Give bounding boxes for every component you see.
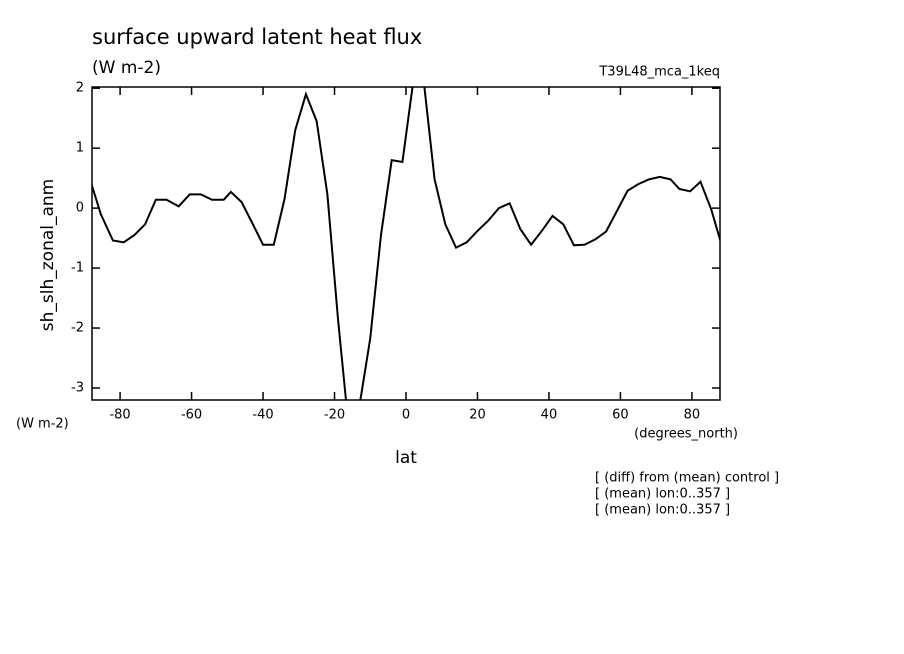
chart-title: surface upward latent heat flux	[92, 25, 422, 49]
run-label: T39L48_mca_1keq	[598, 65, 720, 80]
x-tick-label: -20	[324, 408, 345, 423]
y-units: (W m-2)	[16, 417, 69, 432]
y-tick-label: -1	[71, 261, 84, 276]
note: [ (mean) lon:0..357 ]	[595, 503, 730, 518]
x-tick-label: -60	[181, 408, 202, 423]
data-line	[92, 87, 720, 400]
x-units: (degrees_north)	[634, 427, 738, 442]
x-tick-label: 60	[612, 408, 629, 423]
x-axis-label: lat	[395, 448, 417, 468]
x-tick-label: 40	[541, 408, 558, 423]
y-tick-label: -2	[71, 321, 84, 336]
x-tick-label: 20	[469, 408, 486, 423]
y-axis-label: sh_slh_zonal_anm	[38, 179, 58, 331]
subtitle: (W m-2)	[92, 58, 161, 78]
y-tick-label: -3	[71, 381, 84, 396]
x-tick-label: -80	[109, 408, 130, 423]
x-tick-label: 0	[402, 408, 410, 423]
y-tick-label: 1	[76, 141, 84, 156]
note: [ (mean) lon:0..357 ]	[595, 487, 730, 502]
y-tick-label: 0	[76, 201, 84, 216]
x-tick-label: 80	[684, 408, 701, 423]
y-tick-label: 2	[76, 81, 84, 96]
x-tick-label: -40	[252, 408, 273, 423]
note: [ (diff) from (mean) control ]	[595, 471, 779, 486]
